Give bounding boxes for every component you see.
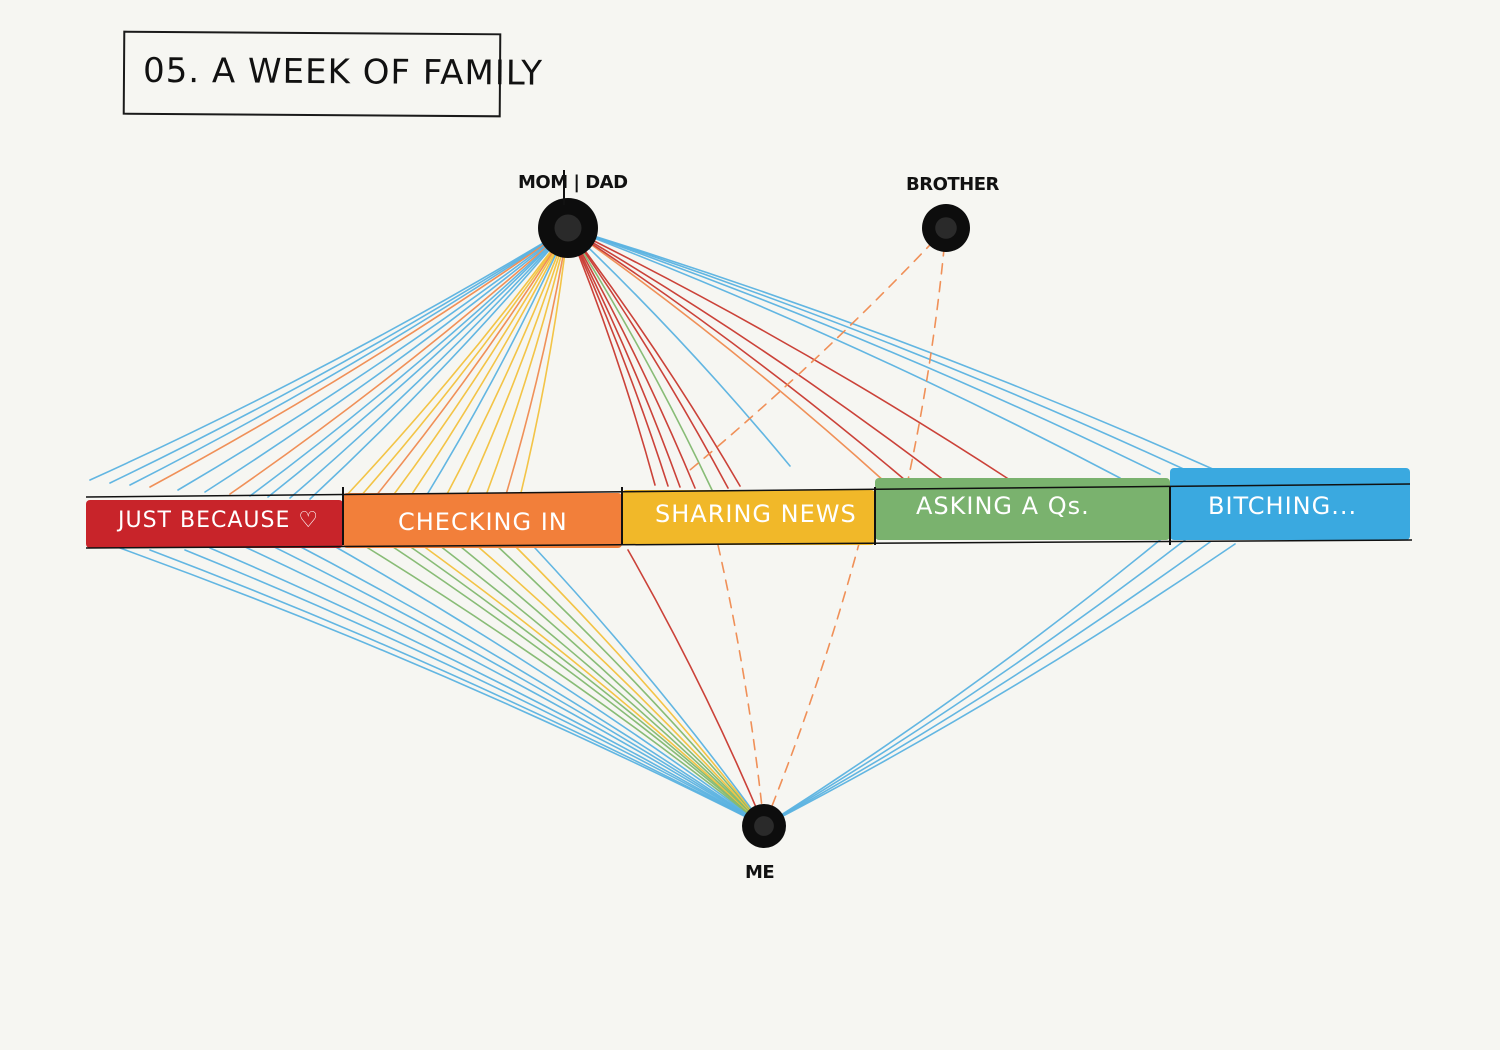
edge-category-to-me-15 xyxy=(494,543,765,827)
edge-category-to-me-22 xyxy=(763,539,1186,827)
edge-parents-to-category-24 xyxy=(567,227,681,488)
bar-segment-checking-in xyxy=(343,493,622,548)
edge-parents-to-category-22 xyxy=(567,227,656,486)
edge-category-to-me-11 xyxy=(414,539,765,827)
edge-parents-to-category-1 xyxy=(109,227,569,484)
edge-category-to-me-18 xyxy=(627,549,765,827)
edge-brother-dashed-1 xyxy=(689,227,947,471)
bar-segment-sharing-news xyxy=(622,490,875,545)
edge-category-to-me-4 xyxy=(229,539,765,827)
bar-segment-just-because xyxy=(86,500,343,548)
edge-parents-to-category-23 xyxy=(567,227,669,487)
node-label-me: ME xyxy=(745,862,775,883)
edge-parents-to-category-33 xyxy=(567,227,1011,481)
edge-parents-to-category-17 xyxy=(444,227,569,499)
edge-category-to-me-2 xyxy=(184,549,765,827)
edge-parents-to-category-19 xyxy=(484,227,569,499)
edge-category-to-me-13 xyxy=(454,541,765,827)
edge-category-to-me-23 xyxy=(763,541,1211,827)
edge-parents-to-category-11 xyxy=(344,227,569,498)
edge-brother-dashed-2 xyxy=(907,227,947,481)
category-label-checking-in: CHECKING IN xyxy=(398,508,568,536)
category-label-asking-qs: ASKING A Qs. xyxy=(916,492,1090,520)
edge-category-to-me-9 xyxy=(374,534,765,827)
edge-parents-to-category-16 xyxy=(424,227,569,499)
edge-parents-to-category-12 xyxy=(359,227,569,498)
bar-bottom-line xyxy=(85,539,1413,549)
bar-top-line xyxy=(85,483,1411,498)
edge-category-to-me-5 xyxy=(249,534,765,827)
edge-parents-to-category-7 xyxy=(249,227,569,497)
edge-parents-to-category-0 xyxy=(89,227,569,481)
edge-category-to-me-20 xyxy=(763,539,861,827)
edge-parents-to-category-10 xyxy=(309,227,569,500)
node-label-parents: MOM | DAD xyxy=(518,172,628,193)
category-label-just-because: JUST BECAUSE ♡ xyxy=(118,508,320,533)
edge-category-to-me-0 xyxy=(119,547,765,827)
edge-parents-to-category-34 xyxy=(567,227,1121,479)
edge-parents-to-category-2 xyxy=(129,227,569,486)
edge-category-to-me-1 xyxy=(149,549,765,827)
edge-parents-to-category-37 xyxy=(567,227,1216,471)
node-parents-core xyxy=(554,214,582,242)
edge-category-to-me-21 xyxy=(763,539,1161,827)
node-brother-core xyxy=(935,217,957,239)
edge-category-to-me-16 xyxy=(514,545,765,827)
edge-parents-to-category-35 xyxy=(567,227,1161,475)
edge-parents-to-category-18 xyxy=(464,227,569,499)
edge-parents-to-category-29 xyxy=(567,227,791,467)
edge-parents-to-category-28 xyxy=(567,227,741,487)
edge-category-to-me-8 xyxy=(354,539,765,827)
edge-category-to-me-10 xyxy=(394,535,765,827)
edge-parents-to-category-32 xyxy=(567,227,946,482)
edge-parents-to-category-6 xyxy=(229,227,569,495)
node-me-core xyxy=(754,816,774,836)
edge-category-to-me-14 xyxy=(474,543,765,827)
edge-category-to-me-17 xyxy=(534,547,765,827)
edge-parents-to-category-30 xyxy=(567,227,886,483)
edge-parents-to-category-3 xyxy=(149,227,569,488)
edge-parents-to-category-4 xyxy=(177,227,569,491)
edge-parents-to-category-14 xyxy=(391,227,569,498)
edge-category-to-me-7 xyxy=(319,537,765,827)
category-label-sharing-news: SHARING NEWS xyxy=(655,500,857,528)
edge-parents-to-category-36 xyxy=(567,227,1191,473)
edge-category-to-me-19 xyxy=(717,544,765,827)
edge-parents-to-category-20 xyxy=(504,227,569,499)
edge-parents-to-category-15 xyxy=(409,227,569,498)
edge-category-to-me-12 xyxy=(434,541,765,827)
edge-parents-to-category-31 xyxy=(567,227,906,481)
edge-parents-to-category-25 xyxy=(567,227,696,489)
bar-segment-asking-qs xyxy=(875,478,1170,540)
edge-parents-to-category-21 xyxy=(519,227,569,498)
edge-category-to-me-6 xyxy=(279,535,765,827)
category-label-bitching: BITCHING... xyxy=(1208,492,1358,520)
node-label-brother: BROTHER xyxy=(906,174,999,195)
edge-parents-to-category-5 xyxy=(204,227,569,493)
edge-category-to-me-24 xyxy=(763,543,1236,827)
edge-category-to-me-3 xyxy=(209,547,765,827)
edge-parents-to-category-13 xyxy=(374,227,569,498)
edge-parents-to-category-8 xyxy=(267,227,569,498)
edge-parents-to-category-9 xyxy=(289,227,569,499)
edge-parents-to-category-26 xyxy=(567,227,713,491)
